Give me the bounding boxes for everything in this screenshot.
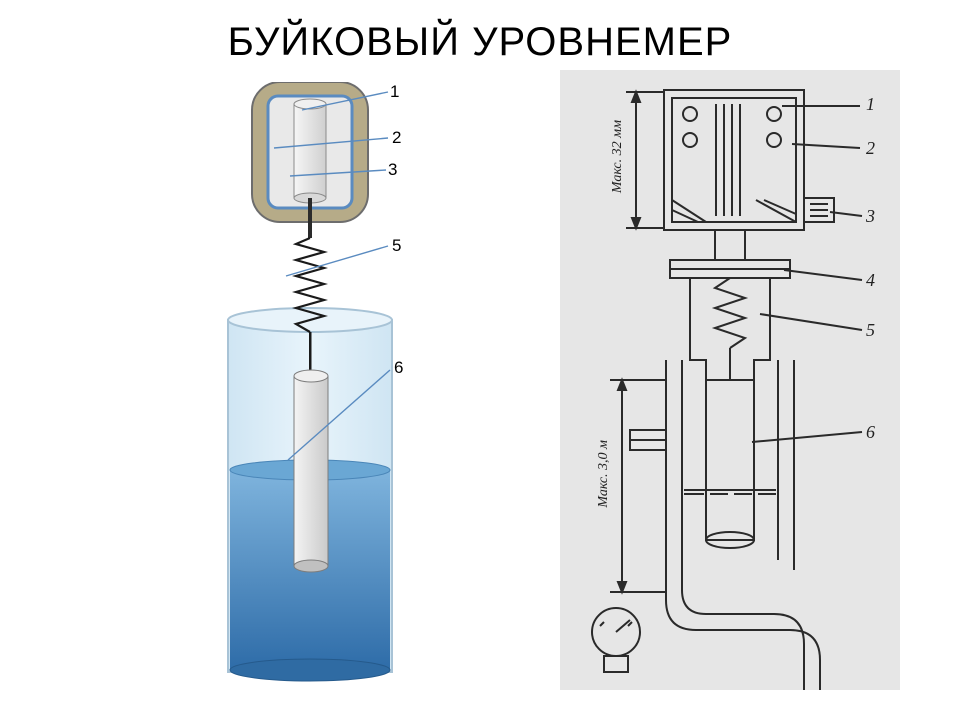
- buoy-bottom: [294, 560, 328, 572]
- magnet-core: [294, 104, 326, 198]
- left-diagram-svg: [180, 82, 440, 682]
- dimension-bottom: Макс. 3,0 м: [596, 440, 612, 508]
- buoy-rod: [309, 332, 312, 376]
- right-label-6: 6: [866, 422, 875, 442]
- right-label-5: 5: [866, 320, 875, 340]
- label-1: 1: [390, 82, 399, 102]
- right-label-1: 1: [866, 94, 875, 114]
- label-2: 2: [392, 128, 401, 148]
- magnet-cap: [294, 99, 326, 109]
- page-title: БУЙКОВЫЙ УРОВНЕМЕР: [0, 20, 960, 65]
- right-label-3: 3: [865, 206, 875, 226]
- dimension-top: Макс. 32 мм: [610, 120, 626, 193]
- label-5: 5: [392, 236, 401, 256]
- label-3: 3: [388, 160, 397, 180]
- buoy: [294, 376, 328, 566]
- upper-shaft: [308, 198, 312, 238]
- label-6: 6: [394, 358, 403, 378]
- right-label-4: 4: [866, 270, 875, 290]
- buoy-cap: [294, 370, 328, 382]
- left-diagram: [180, 82, 440, 682]
- right-label-2: 2: [866, 138, 875, 158]
- right-diagram: 1 2 3 4 5 6 Макс. 32 мм Макс. 3,0 м: [560, 70, 900, 690]
- tank-bottom-ellipse: [230, 659, 390, 681]
